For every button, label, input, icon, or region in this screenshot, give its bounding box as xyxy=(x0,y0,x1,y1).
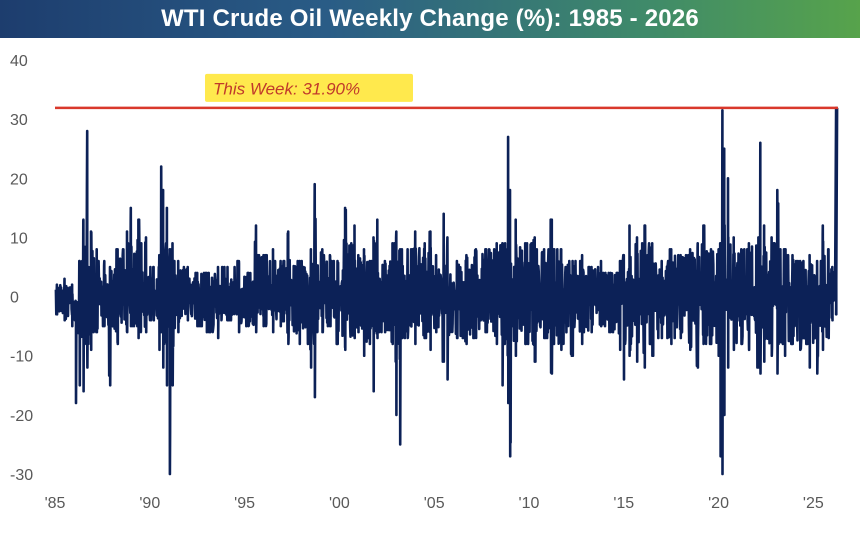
x-tick-label: '15 xyxy=(613,495,634,512)
chart-plot: This Week: 31.90% 40 30 20 10 0 -10 -20 -30 '85… xyxy=(10,53,839,512)
reference-layer: This Week: 31.90% xyxy=(55,73,838,110)
chart-title-bar: WTI Crude Oil Weekly Change (%): 1985 - … xyxy=(0,0,860,38)
x-tick-label: '10 xyxy=(519,495,540,512)
y-tick-label: -10 xyxy=(10,349,33,366)
x-tick-label: '00 xyxy=(329,495,350,512)
y-tick-label: -20 xyxy=(10,408,33,425)
x-tick-label: '95 xyxy=(234,495,255,512)
y-tick-label: 30 xyxy=(10,112,28,129)
y-tick-label: 10 xyxy=(10,230,28,247)
y-tick-label: 40 xyxy=(10,53,28,70)
y-tick-label: 20 xyxy=(10,171,28,188)
x-axis: '85 '90 '95 '00 '05 '10 '15 '20 '25 xyxy=(45,495,824,512)
chart-title: WTI Crude Oil Weekly Change (%): 1985 - … xyxy=(161,5,699,32)
x-tick-label: '25 xyxy=(803,495,824,512)
series-line-weekly-change xyxy=(54,106,839,476)
y-axis: 40 30 20 10 0 -10 -20 -30 xyxy=(10,53,33,484)
x-tick-label: '05 xyxy=(424,495,445,512)
annotation-highlight xyxy=(205,73,413,102)
series-layer xyxy=(54,106,839,476)
annotation-label: This Week: 31.90% xyxy=(213,79,360,98)
x-tick-label: '20 xyxy=(708,495,729,512)
y-tick-label: 0 xyxy=(10,290,19,307)
x-tick-label: '90 xyxy=(139,495,160,512)
x-tick-label: '85 xyxy=(45,495,66,512)
y-tick-label: -30 xyxy=(10,467,33,484)
